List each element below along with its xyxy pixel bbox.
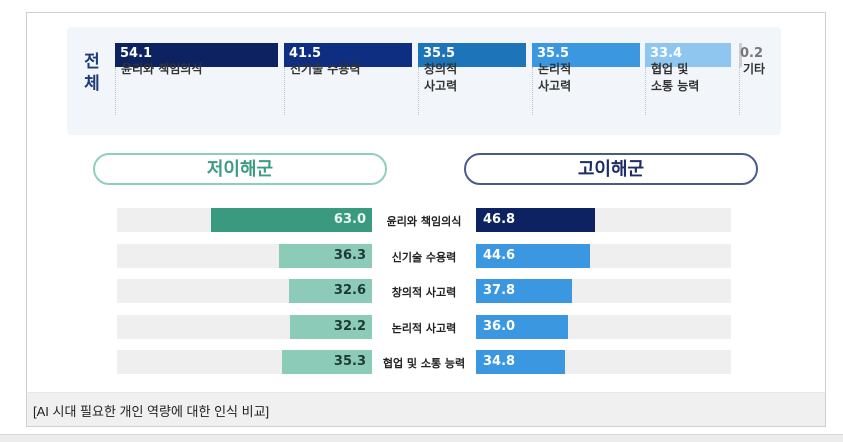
total-title-line2: 체 <box>84 74 100 94</box>
right-track: 34.8 <box>476 350 731 374</box>
right-track: 46.8 <box>476 208 731 232</box>
low-value: 32.2 <box>333 319 366 334</box>
segment-label-creative: 창의적 사고력 <box>424 61 457 95</box>
segment-value: 41.5 <box>289 46 322 61</box>
caption-text: [AI 시대 필요한 개인 역량에 대한 인식 비교] <box>33 404 270 419</box>
label-line: 창의적 <box>424 62 458 76</box>
left-track: 32.6 <box>117 279 372 303</box>
total-segment-logical: 35.5 <box>532 43 640 67</box>
high-bar: 37.8 <box>476 279 572 303</box>
divider <box>115 67 116 115</box>
high-bar: 36.0 <box>476 315 568 339</box>
segment-value: 0.2 <box>740 46 764 61</box>
total-segment-newtech: 41.5 <box>284 43 412 67</box>
right-track: 37.8 <box>476 279 731 303</box>
total-segment-collab: 33.4 <box>645 43 731 67</box>
total-panel: 전 체 54.1 41.5 35.5 35.5 33.4 0.2 윤리와 책임의… <box>67 27 781 135</box>
low-value: 35.3 <box>333 354 366 369</box>
label-line: 윤리와 책임의식 <box>121 62 203 76</box>
high-bar: 46.8 <box>476 208 595 232</box>
left-track: 36.3 <box>117 244 372 268</box>
label-line: 사고력 <box>538 79 572 93</box>
high-value: 37.8 <box>483 283 516 298</box>
low-bar: 35.3 <box>282 350 372 374</box>
total-segment-creative: 35.5 <box>418 43 526 67</box>
segment-value: 35.5 <box>537 46 570 61</box>
row-label: 신기술 수용력 <box>391 251 457 264</box>
comparison-row-newtech: 36.3 신기술 수용력 44.6 <box>27 244 827 268</box>
divider <box>645 67 646 115</box>
segment-label-newtech: 신기술 수용력 <box>290 61 360 78</box>
figure-caption: [AI 시대 필요한 개인 역량에 대한 인식 비교] <box>27 392 825 426</box>
high-value: 44.6 <box>483 248 516 263</box>
high-bar: 44.6 <box>476 244 590 268</box>
left-track: 32.2 <box>117 315 372 339</box>
segment-value: 33.4 <box>650 46 683 61</box>
low-bar: 63.0 <box>211 208 372 232</box>
high-bar: 34.8 <box>476 350 565 374</box>
low-value: 36.3 <box>333 248 366 263</box>
row-label: 논리적 사고력 <box>391 322 457 335</box>
figure-frame: 전 체 54.1 41.5 35.5 35.5 33.4 0.2 윤리와 책임의… <box>26 12 826 427</box>
divider <box>284 67 285 115</box>
total-segment-other: 0.2 <box>739 43 763 67</box>
right-track: 36.0 <box>476 315 731 339</box>
low-bar: 36.3 <box>279 244 372 268</box>
segment-label-logical: 논리적 사고력 <box>538 61 571 95</box>
divider <box>739 67 740 115</box>
row-label: 창의적 사고력 <box>391 286 457 299</box>
group-label-high: 고이해군 <box>464 153 758 185</box>
comparison-row-collab: 35.3 협업 및 소통 능력 34.8 <box>27 350 827 374</box>
segment-label-other: 기타 <box>743 61 765 78</box>
row-label: 윤리와 책임의식 <box>386 215 462 228</box>
label-line: 논리적 <box>538 62 572 76</box>
high-value: 36.0 <box>483 319 516 334</box>
segment-value: 35.5 <box>423 46 456 61</box>
total-title-line1: 전 <box>84 52 100 72</box>
left-track: 63.0 <box>117 208 372 232</box>
total-segment-ethics: 54.1 <box>115 43 278 67</box>
page-bottom-divider <box>0 434 843 442</box>
group-label-low: 저이해군 <box>93 153 387 185</box>
comparison-row-ethics: 63.0 윤리와 책임의식 46.8 <box>27 208 827 232</box>
segment-label-collab: 협업 및 소통 능력 <box>651 61 699 95</box>
left-track: 35.3 <box>117 350 372 374</box>
divider <box>418 67 419 115</box>
total-title: 전 체 <box>81 51 103 95</box>
low-bar: 32.6 <box>289 279 372 303</box>
segment-value: 54.1 <box>120 46 153 61</box>
label-line: 기타 <box>743 62 766 76</box>
low-bar: 32.2 <box>290 315 372 339</box>
row-label: 협업 및 소통 능력 <box>382 357 466 370</box>
right-track: 44.6 <box>476 244 731 268</box>
high-value: 34.8 <box>483 354 516 369</box>
divider <box>532 67 533 115</box>
label-line: 소통 능력 <box>651 79 700 93</box>
comparison-row-logical: 32.2 논리적 사고력 36.0 <box>27 315 827 339</box>
label-line: 사고력 <box>424 79 458 93</box>
comparison-row-creative: 32.6 창의적 사고력 37.8 <box>27 279 827 303</box>
segment-label-ethics: 윤리와 책임의식 <box>121 61 202 78</box>
low-value: 63.0 <box>333 212 366 227</box>
high-value: 46.8 <box>483 212 516 227</box>
label-line: 협업 및 <box>651 62 689 76</box>
label-line: 신기술 수용력 <box>290 62 361 76</box>
low-value: 32.6 <box>333 283 366 298</box>
